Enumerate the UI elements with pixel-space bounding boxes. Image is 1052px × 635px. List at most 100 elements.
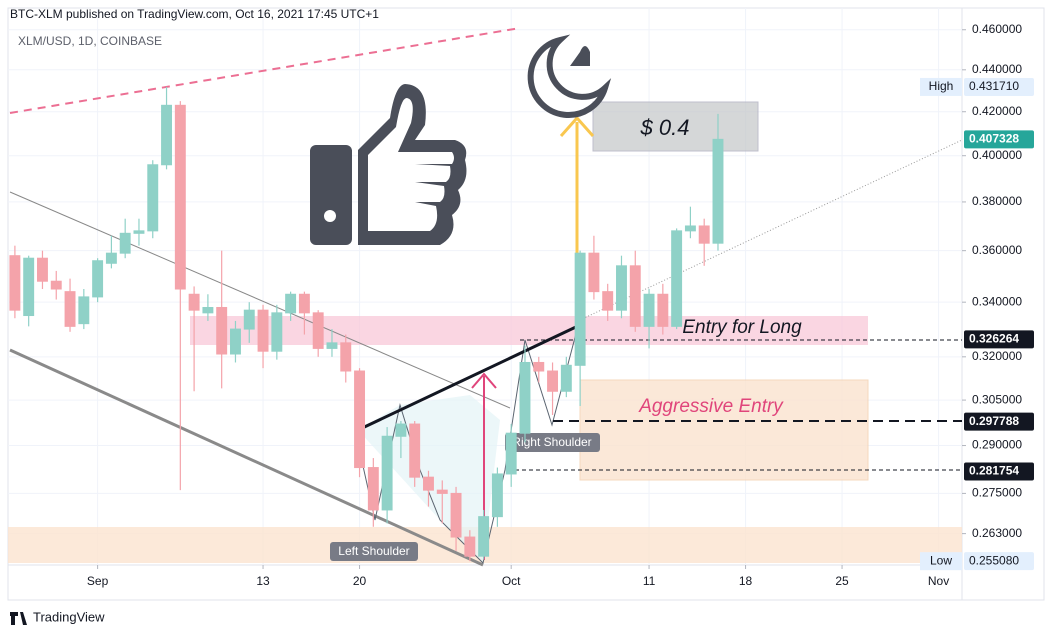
candle-body <box>50 280 62 290</box>
aggressive-zone <box>579 379 869 481</box>
candle-body <box>409 423 421 478</box>
candle-body <box>23 257 35 317</box>
candle-body <box>381 435 393 511</box>
x-tick-label: 18 <box>739 574 753 588</box>
y-tick-label: 0.340000 <box>972 294 1022 308</box>
price-name-box <box>920 77 962 96</box>
candle-body <box>629 265 641 327</box>
price-label-box <box>964 77 1034 96</box>
x-tick-label: 25 <box>835 574 849 588</box>
candle-body <box>602 291 614 311</box>
frame <box>7 7 1045 601</box>
candle-body <box>395 423 407 437</box>
candle-body <box>712 138 724 244</box>
x-tick-label: 11 <box>643 574 656 588</box>
y-tick-label: 0.305000 <box>972 392 1022 406</box>
price-label-box <box>964 412 1034 431</box>
x-tick-label: 20 <box>353 574 367 588</box>
candle-body <box>684 225 696 232</box>
price-name-box <box>920 552 962 571</box>
price-label-box <box>964 130 1034 149</box>
candle-body <box>354 370 366 469</box>
candle-body <box>574 252 586 366</box>
candle-body <box>698 225 710 244</box>
moon-rocket-icon <box>527 34 612 118</box>
candle-body <box>64 291 76 327</box>
candle-body <box>312 312 324 349</box>
y-tick-label: 0.460000 <box>972 22 1022 36</box>
candle-body <box>533 361 545 372</box>
price-label: 0.407328 <box>969 132 1019 146</box>
candle-body <box>560 364 572 392</box>
shoulder-badge <box>505 433 600 452</box>
y-tick-label: 0.320000 <box>972 349 1022 363</box>
candle-body <box>202 306 214 314</box>
candle-body <box>298 293 310 314</box>
candle-body <box>174 104 186 290</box>
right-shoulder-label: Right Shoulder <box>512 435 591 449</box>
candle-body <box>119 232 131 254</box>
candle-body <box>505 432 517 475</box>
y-tick-label: 0.400000 <box>972 148 1022 162</box>
price-label-box <box>964 462 1034 481</box>
y-tick-label: 0.380000 <box>972 194 1022 208</box>
candle-body <box>491 473 503 518</box>
y-tick-label: 0.440000 <box>972 62 1022 76</box>
price-label-box <box>964 552 1034 571</box>
candle-body <box>450 492 462 538</box>
candle-body <box>588 252 600 293</box>
x-tick-label: 13 <box>256 574 270 588</box>
price-label: 0.297788 <box>969 414 1019 428</box>
downtrend-line <box>9 191 511 409</box>
header: BTC-XLM published on TradingView.com, Oc… <box>10 7 379 21</box>
target-arrow-head <box>559 115 595 137</box>
target-label: $ 0.4 <box>640 115 690 140</box>
candle-body <box>616 265 627 311</box>
candle-body <box>423 476 434 491</box>
logo <box>10 612 27 625</box>
candle-body <box>78 296 90 325</box>
candle-body <box>285 293 297 314</box>
left-shoulder-label: Left Shoulder <box>338 544 409 558</box>
thumbs-up-icon <box>310 84 467 245</box>
candle-body <box>657 293 669 327</box>
candle-body <box>671 230 683 327</box>
candle-body <box>9 255 21 311</box>
candle-body <box>37 257 48 282</box>
entry-label: Entry for Long <box>682 317 802 338</box>
candle-body <box>216 306 228 355</box>
x-tick-label: Nov <box>928 574 949 588</box>
resistance-line <box>9 27 521 114</box>
candle-body <box>464 536 476 557</box>
candle-body <box>230 328 241 355</box>
x-tick-label: Oct <box>502 574 521 588</box>
candle-body <box>367 467 379 511</box>
candle-body <box>547 370 559 392</box>
candle-body <box>161 104 173 166</box>
target-box <box>592 101 759 152</box>
candle-body <box>243 309 255 330</box>
y-tick-label: 0.275000 <box>972 486 1022 500</box>
price-label: 0.431710 <box>969 79 1019 93</box>
price-label: 0.326264 <box>969 332 1019 346</box>
chart-title: XLM/USD, 1D, COINBASE <box>18 34 162 48</box>
candle-body <box>188 293 200 311</box>
y-tick-label: 0.290000 <box>972 438 1022 452</box>
shoulder-badge <box>330 542 418 561</box>
lower-trend-line <box>9 348 484 567</box>
candle-body <box>436 489 448 494</box>
candle-body <box>478 516 490 557</box>
price-name: High <box>929 79 954 93</box>
candle-body <box>340 342 352 372</box>
aggressive-label: Aggressive Entry <box>638 396 784 417</box>
price-label: 0.255080 <box>969 553 1019 567</box>
price-label-box <box>964 330 1034 349</box>
footer: TradingView <box>33 609 105 624</box>
candle-body <box>92 260 104 298</box>
candle-body <box>643 293 655 327</box>
candle-body <box>147 164 159 232</box>
y-tick-label: 0.360000 <box>972 243 1022 257</box>
y-tick-label: 0.263000 <box>972 526 1022 540</box>
candle-body <box>105 252 117 264</box>
candle-body <box>271 312 283 352</box>
